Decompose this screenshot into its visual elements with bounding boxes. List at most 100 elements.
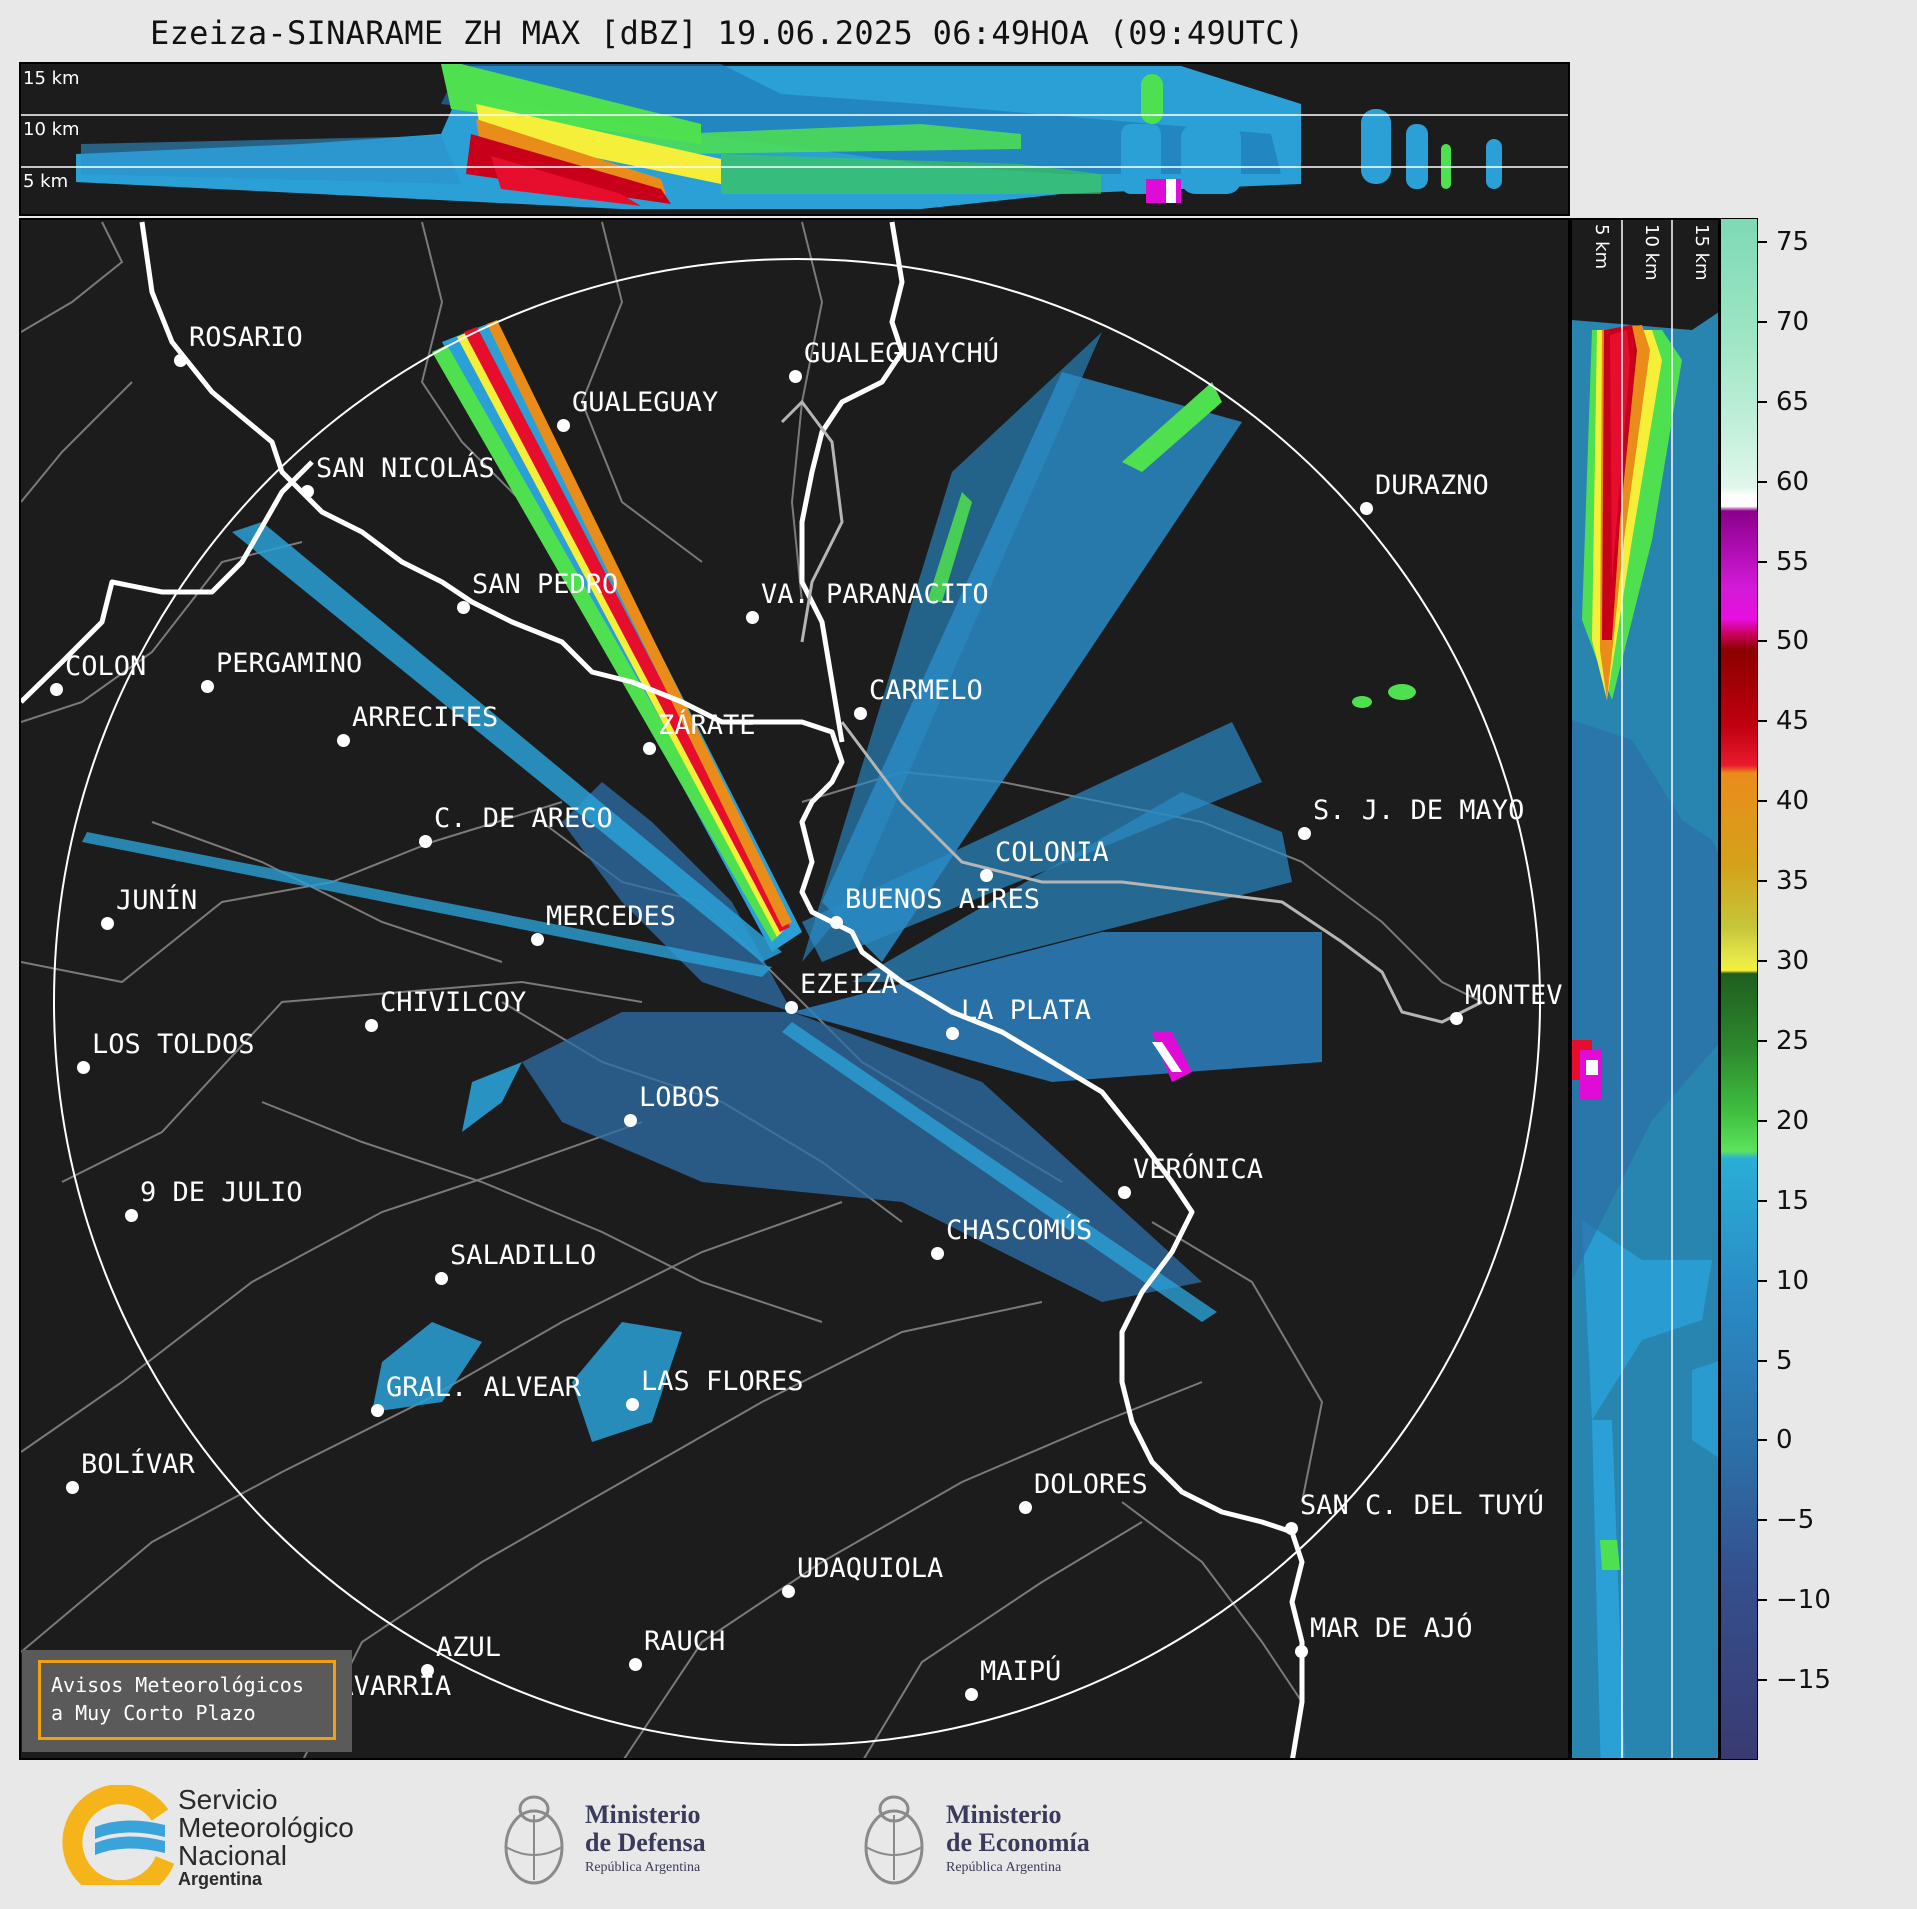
city-label: ARRECIFES (352, 702, 499, 733)
smn-logo (55, 1784, 185, 1901)
defensa-line-2: de Defensa (585, 1828, 706, 1857)
economia-line-2: de Economía (946, 1828, 1090, 1857)
city-label: JUNÍN (116, 885, 198, 916)
top-cross-section-panel: 15 km 10 km 5 km (19, 62, 1570, 216)
city-marker (125, 1209, 138, 1222)
colorbar-tick-label: 55 (1776, 546, 1810, 577)
city-marker (854, 707, 867, 720)
city-marker (931, 1247, 944, 1260)
city-marker (782, 1585, 795, 1598)
city-marker (830, 916, 843, 929)
colorbar-tick-mark (1758, 240, 1767, 243)
city-marker (624, 1114, 637, 1127)
admin-boundaries (21, 221, 1483, 1758)
city-marker (337, 734, 350, 747)
colorbar-tick-mark (1758, 1679, 1767, 1682)
defensa-coat-of-arms-icon (492, 1775, 576, 1899)
colorbar-tick-label: 15 (1776, 1185, 1810, 1216)
city-label: MONTEV (1465, 980, 1563, 1011)
altitude-label-15km: 15 km (23, 68, 80, 89)
city-marker (643, 742, 656, 755)
city-label: 9 DE JULIO (140, 1177, 303, 1208)
city-label: CARMELO (869, 675, 983, 706)
colorbar-tick-label: −15 (1776, 1665, 1831, 1696)
economia-coat-of-arms-icon (852, 1775, 936, 1899)
city-label: ROSARIO (189, 322, 303, 353)
city-label: ZÁRATE (658, 710, 756, 741)
city-marker (1019, 1501, 1032, 1514)
side-altitude-label-5km: 5 km (1591, 224, 1612, 270)
colorbar-tick-mark (1758, 1039, 1767, 1042)
colorbar-tick-mark (1758, 320, 1767, 323)
warning-line-2: a Muy Corto Plazo (51, 1701, 256, 1725)
city-label: SAN C. DEL TUYÚ (1300, 1490, 1544, 1521)
chart-title: Ezeiza-SINARAME ZH MAX [dBZ] 19.06.2025 … (150, 14, 1305, 52)
colorbar-tick-label: 60 (1776, 466, 1810, 497)
city-marker (421, 1664, 434, 1677)
city-marker (1118, 1186, 1131, 1199)
city-marker (457, 601, 470, 614)
city-marker (371, 1404, 384, 1417)
city-marker (50, 683, 63, 696)
top-cross-section-echo (21, 64, 1568, 209)
colorbar-tick-label: −5 (1776, 1505, 1815, 1536)
city-label: MAR DE AJÓ (1310, 1613, 1473, 1644)
city-label: CHIVILCOY (380, 987, 527, 1018)
city-label: SALADILLO (450, 1240, 597, 1271)
colorbar-tick-label: 45 (1776, 706, 1810, 737)
side-cross-section-panel: 5 km 10 km 15 km (1570, 218, 1720, 1760)
city-marker (435, 1272, 448, 1285)
colorbar-tick-label: 75 (1776, 226, 1810, 257)
colorbar-tick-mark (1758, 1199, 1767, 1202)
city-label: AZUL (436, 1632, 502, 1663)
city-label: MERCEDES (546, 901, 677, 932)
city-markers: ROSARIO GUALEGUAYCHÚ GUALEGUAY SAN NICOLÁS D… (21, 220, 1568, 1758)
city-label: PERGAMINO (216, 648, 363, 679)
colorbar-tick-mark (1758, 1439, 1767, 1442)
colorbar-tick-mark (1758, 720, 1767, 723)
city-marker (626, 1398, 639, 1411)
colorbar-tick-mark (1758, 880, 1767, 883)
city-marker (531, 933, 544, 946)
side-cross-section-echo (1572, 220, 1718, 1758)
economia-line-1: Ministerio (946, 1800, 1062, 1829)
colorbar-gradient (1721, 219, 1757, 1759)
radar-map-panel: ROSARIO GUALEGUAYCHÚ GUALEGUAY SAN NICOLÁS D… (19, 218, 1570, 1760)
defensa-line-1: Ministerio (585, 1800, 701, 1829)
colorbar-tick-label: 5 (1776, 1345, 1793, 1376)
warning-box-text: Avisos Meteorológicos a Muy Corto Plazo (51, 1671, 304, 1727)
city-label: VERÓNICA (1133, 1154, 1264, 1185)
colorbar-tick-mark (1758, 400, 1767, 403)
colorbar-tick-mark (1758, 1119, 1767, 1122)
colorbar-tick-label: 70 (1776, 306, 1810, 337)
dbz-colorbar (1720, 218, 1758, 1760)
radar-echoes (82, 320, 1416, 1442)
city-marker (365, 1019, 378, 1032)
economia-line-3: República Argentina (946, 1860, 1062, 1875)
city-label: S. J. DE MAYO (1313, 795, 1525, 826)
city-marker (1450, 1012, 1463, 1025)
city-label: BUENOS AIRES (845, 884, 1041, 915)
colorbar-tick-mark (1758, 1279, 1767, 1282)
coastline (21, 221, 1305, 1758)
warning-line-1: Avisos Meteorológicos (51, 1673, 304, 1697)
city-marker (174, 354, 187, 367)
colorbar-tick-label: 0 (1776, 1425, 1793, 1456)
city-label: GRAL. ALVEAR (386, 1372, 582, 1403)
city-label: RAUCH (644, 1626, 726, 1657)
warning-box[interactable]: Avisos Meteorológicos a Muy Corto Plazo (22, 1650, 352, 1752)
city-label: LOS TOLDOS (92, 1029, 255, 1060)
colorbar-tick-label: 20 (1776, 1105, 1810, 1136)
colorbar-tick-mark (1758, 800, 1767, 803)
colorbar-tick-mark (1758, 1359, 1767, 1362)
city-label: LOBOS (639, 1082, 721, 1113)
city-marker (77, 1061, 90, 1074)
smn-line-1: Servicio (178, 1784, 278, 1815)
city-marker (301, 485, 314, 498)
side-altitude-label-10km: 10 km (1641, 224, 1662, 281)
city-marker (629, 1658, 642, 1671)
warning-box-frame: Avisos Meteorológicos a Muy Corto Plazo (38, 1660, 336, 1740)
colorbar-tick-mark (1758, 640, 1767, 643)
colorbar-tick-label: 65 (1776, 386, 1810, 417)
city-marker (419, 835, 432, 848)
